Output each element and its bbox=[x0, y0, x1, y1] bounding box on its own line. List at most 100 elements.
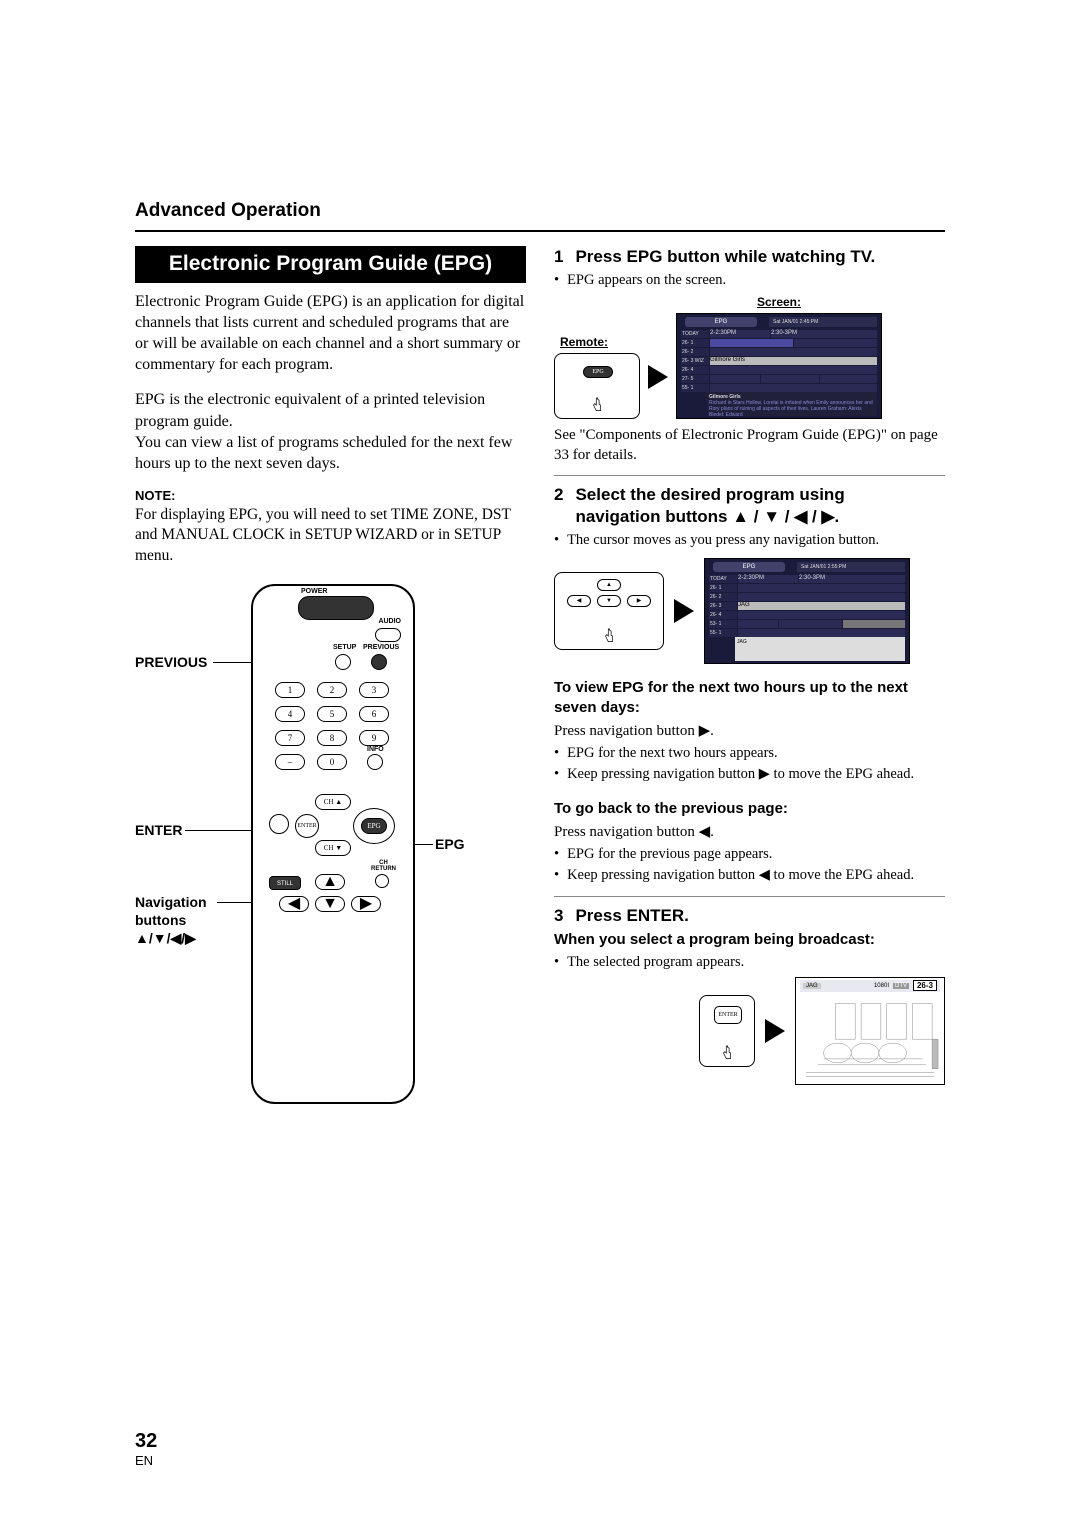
epg-ch: 26- 4 bbox=[681, 366, 709, 374]
epg-date: Sat JAN/01 2:55:PM bbox=[797, 562, 905, 572]
callout-nav-3: ▲/▼/◀/▶ bbox=[135, 930, 196, 947]
epg-cell bbox=[738, 629, 905, 637]
epg-cell-selected bbox=[710, 339, 793, 347]
bullet-text: EPG appears on the screen. bbox=[567, 271, 726, 291]
hand-icon bbox=[602, 627, 616, 645]
epg-grid: TODAY 2Sat2-2:30PM2:30-3PM 26- 1 26- 2 2… bbox=[681, 330, 877, 388]
page-num-value: 32 bbox=[135, 1430, 157, 1453]
arrow-right-icon bbox=[674, 599, 694, 623]
ch-up-button: CH ▲ bbox=[315, 794, 351, 810]
step-text: Select the desired program usingnavigati… bbox=[575, 484, 844, 527]
left-column: Electronic Program Guide (EPG) Electroni… bbox=[135, 246, 526, 1129]
epg-col: 2-2:30PM bbox=[738, 575, 798, 583]
intro-para-1: Electronic Program Guide (EPG) is an app… bbox=[135, 291, 526, 375]
epg-today: TODAY 2Sat bbox=[681, 330, 709, 338]
divider bbox=[135, 230, 945, 232]
epg-cell: JAG bbox=[738, 602, 905, 610]
epg-cell bbox=[843, 620, 906, 628]
bullet-text: The cursor moves as you press any naviga… bbox=[567, 531, 879, 551]
epg-screen-2: EPG Sat JAN/01 2:55:PM TODAY 2Sat2-2:30P… bbox=[704, 558, 910, 664]
still-button: STILL bbox=[269, 876, 301, 890]
bullet: •Keep pressing navigation button ◀ to mo… bbox=[554, 866, 945, 886]
nav-down-button: ▼ bbox=[315, 896, 345, 912]
epg-ch: 26- 4 bbox=[709, 611, 737, 619]
epg-ch: 55- 1 bbox=[709, 629, 737, 637]
epg-grid: TODAY 2Sat2-2:30PM2:30-3PM 26- 1 26- 2 2… bbox=[709, 575, 905, 633]
right-column: 1 Press EPG button while watching TV. •E… bbox=[554, 246, 945, 1129]
bullet-text: EPG for the next two hours appears. bbox=[567, 744, 778, 764]
section-header: Advanced Operation bbox=[135, 200, 945, 222]
epg-button: EPG bbox=[361, 818, 387, 834]
intro-para-2: EPG is the electronic equivalent of a pr… bbox=[135, 389, 526, 431]
subhead-view: To view EPG for the next two hours up to… bbox=[554, 678, 945, 717]
step-number: 1 bbox=[554, 246, 563, 267]
minus-button bbox=[269, 814, 289, 834]
callout-nav-1: Navigation bbox=[135, 894, 207, 910]
tv-screen-mini: JAG 1080I DTV 26-3 bbox=[795, 977, 945, 1085]
dash-button: – bbox=[275, 754, 305, 770]
enter-button: ENTER bbox=[295, 814, 319, 838]
figure-step1: Remote: EPG Screen: EPG Sat JAN/01 2:45:… bbox=[554, 295, 945, 419]
num-6: 6 bbox=[359, 706, 389, 722]
step-1-title: 1 Press EPG button while watching TV. bbox=[554, 246, 945, 267]
bullet: •Keep pressing navigation button ▶ to mo… bbox=[554, 765, 945, 785]
label-remote: Remote: bbox=[560, 335, 640, 349]
two-column-layout: Electronic Program Guide (EPG) Electroni… bbox=[135, 246, 945, 1129]
epg-cell bbox=[710, 366, 877, 374]
num-2: 2 bbox=[317, 682, 347, 698]
epg-ch: 55- 1 bbox=[681, 384, 709, 392]
remote-diagram: PREVIOUS ENTER EPG Navigation buttons ▲/… bbox=[135, 584, 526, 1129]
setup-button bbox=[335, 654, 351, 670]
subhead-back: To go back to the previous page: bbox=[554, 799, 945, 819]
label-setup: SETUP bbox=[333, 644, 356, 651]
nav-left-button: ◀ bbox=[279, 896, 309, 912]
remote-mini-wrap: Remote: EPG bbox=[554, 335, 640, 419]
mini-enter-button: ENTER bbox=[714, 1006, 742, 1024]
step-text: Press ENTER. bbox=[575, 905, 688, 926]
mini-up: ▲ bbox=[597, 579, 621, 591]
label-screen: Screen: bbox=[676, 295, 882, 309]
back-line: Press navigation button ◀. bbox=[554, 822, 945, 842]
step-3-title: 3 Press ENTER. bbox=[554, 905, 945, 926]
mini-epg-button: EPG bbox=[583, 366, 613, 378]
epg-today: TODAY 2Sat bbox=[709, 575, 737, 583]
epg-ch: 26- 1 bbox=[681, 339, 709, 347]
bullet-text: Keep pressing navigation button ▶ to mov… bbox=[567, 765, 914, 785]
epg-cell bbox=[738, 584, 905, 592]
epg-cell bbox=[820, 375, 878, 383]
bullet: •The cursor moves as you press any navig… bbox=[554, 531, 945, 551]
figure-step3: ENTER JAG 1080I DTV 26-3 bbox=[554, 977, 945, 1085]
subhead-select: When you select a program being broadcas… bbox=[554, 930, 945, 950]
epg-cell: Gilmore Girls bbox=[710, 357, 877, 365]
arrow-right-icon bbox=[648, 365, 668, 389]
label-audio: AUDIO bbox=[378, 618, 401, 625]
epg-col: 2:30-3PM bbox=[771, 330, 877, 338]
nav-right-button: ▶ bbox=[351, 896, 381, 912]
epg-cell bbox=[794, 339, 877, 347]
mini-left: ◀ bbox=[567, 595, 591, 607]
mini-down: ▼ bbox=[597, 595, 621, 607]
step-number: 3 bbox=[554, 905, 563, 926]
num-5: 5 bbox=[317, 706, 347, 722]
callout-epg: EPG bbox=[435, 836, 465, 852]
label-previous: PREVIOUS bbox=[363, 644, 399, 651]
bullet-text: Keep pressing navigation button ◀ to mov… bbox=[567, 866, 914, 886]
arrow-right-icon bbox=[765, 1019, 785, 1043]
audio-button bbox=[375, 628, 401, 642]
ch-down-button: CH ▼ bbox=[315, 840, 351, 856]
bullet: •The selected program appears. bbox=[554, 953, 945, 973]
step-1: 1 Press EPG button while watching TV. •E… bbox=[554, 246, 945, 465]
num-3: 3 bbox=[359, 682, 389, 698]
epg-cell bbox=[761, 375, 819, 383]
epg-cell bbox=[738, 620, 778, 628]
ch-return-button bbox=[375, 874, 389, 888]
step-2: 2 Select the desired program usingnaviga… bbox=[554, 475, 945, 885]
epg-st: WIZ bbox=[695, 358, 704, 364]
hand-icon bbox=[590, 396, 604, 414]
epg-ch: 26- 3 bbox=[710, 603, 721, 609]
remote-mini-enter: ENTER bbox=[699, 995, 755, 1067]
bullet-text: EPG for the previous page appears. bbox=[567, 845, 772, 865]
label-ch-return: CHRETURN bbox=[371, 860, 396, 872]
nav-up-button: ▲ bbox=[315, 874, 345, 890]
bullet-text: The selected program appears. bbox=[567, 953, 744, 973]
